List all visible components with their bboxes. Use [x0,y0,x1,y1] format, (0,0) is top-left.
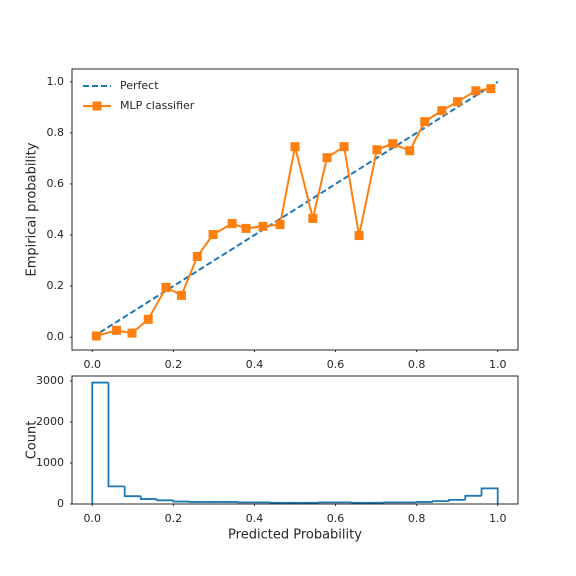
x-tick-label: 0.8 [408,358,426,371]
x-tick-label: 1.0 [489,512,507,525]
hist-bin [464,494,482,500]
marker [241,223,251,233]
marker [227,219,237,229]
x-tick-label: 0.4 [246,512,264,525]
y-axis-label: Count [25,421,40,460]
marker [176,290,186,300]
y-tick-label: 0.2 [47,279,65,292]
marker [471,86,481,96]
x-tick-label: 0.2 [165,358,183,371]
marker [161,282,171,292]
x-tick-label: 0.0 [84,358,102,371]
marker [290,142,300,152]
x-tick-label: 0.6 [327,358,345,371]
hist-bin [123,486,141,498]
x-axis-label: Predicted Probability [228,528,362,543]
y-tick-label: 0.6 [47,177,65,190]
marker [127,328,137,338]
marker [420,117,430,127]
hist-bin [448,498,466,502]
y-tick-label: 0.8 [47,126,65,139]
axes-frame [71,68,519,351]
marker [437,106,447,116]
marker [322,153,332,163]
marker [192,252,202,262]
hist-bin [172,500,190,503]
marker [339,142,349,152]
marker [112,325,122,335]
series-line [91,80,499,339]
x-tick-label: 0.8 [408,512,426,525]
marker [354,231,364,241]
marker [388,139,398,149]
x-tick-label: 1.0 [489,358,507,371]
marker [143,314,153,324]
y-tick-label: 0 [57,497,64,510]
marker [275,220,285,230]
x-tick-label: 0.6 [327,512,345,525]
hist-bin [91,381,109,504]
series-line [96,87,491,337]
x-tick-label: 0.2 [165,512,183,525]
hist-bin [107,382,125,488]
marker [372,145,382,155]
y-tick-label: 0.4 [47,228,65,241]
marker [308,213,318,223]
y-tick-label: 1.0 [47,75,65,88]
y-tick-label: 0.0 [47,330,65,343]
y-tick-label: 3000 [36,374,64,387]
marker [453,97,463,107]
marker [405,146,415,156]
x-tick-label: 0.0 [84,512,102,525]
marker [91,331,101,341]
marker [258,221,268,231]
legend-label: MLP classifier [120,99,195,112]
marker [208,230,218,240]
legend-marker [92,101,102,111]
y-axis-label: Empirical probability [25,142,40,276]
y-tick-label: 1000 [36,456,64,469]
x-tick-label: 0.4 [246,358,264,371]
marker [486,84,496,94]
legend-label: Perfect [120,79,159,92]
y-tick-label: 2000 [36,415,64,428]
hist-bin [156,499,174,502]
axes-frame [71,375,519,505]
hist-bin [140,496,158,500]
hist-bin [480,487,499,504]
hist-bin [431,500,450,503]
